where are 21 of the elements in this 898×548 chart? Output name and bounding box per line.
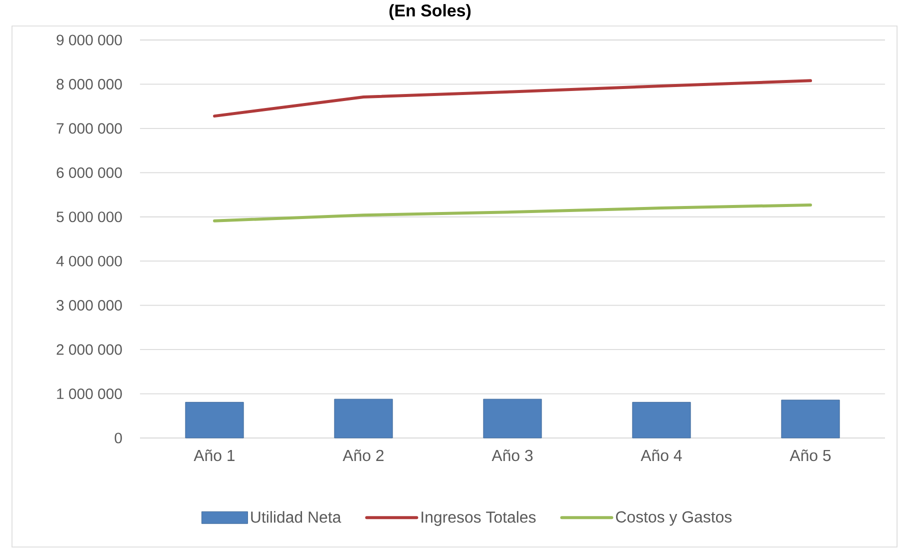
legend-label: Utilidad Neta (251, 511, 342, 523)
y-tick-label: 1 000 000 (57, 388, 122, 400)
y-tick-label: 2 000 000 (56, 344, 122, 355)
x-tick-label: Año 1 (194, 450, 235, 462)
x-tick-label: Año 4 (640, 450, 682, 462)
x-tick-label: Año 2 (342, 450, 384, 462)
y-tick-label: 7 000 000 (56, 123, 122, 134)
line-series (213, 203, 812, 222)
y-tick-label: 5 000 000 (56, 212, 122, 222)
y-tick-label: 8 000 000 (56, 78, 122, 90)
y-tick-label: 3 000 000 (56, 300, 122, 311)
y-tick-label: 6 000 000 (56, 167, 122, 178)
chart-title: (En Soles) (389, 4, 471, 20)
legend-label: Costos y Gastos (616, 511, 732, 526)
y-tick-label: 9 000 000 (56, 34, 122, 46)
legend-label: Ingresos Totales (422, 511, 536, 526)
x-tick-label: Año 3 (492, 450, 533, 462)
y-tick-label: 4 000 000 (56, 256, 122, 266)
line-series (213, 79, 812, 118)
x-tick-label: Año 5 (790, 450, 831, 462)
y-tick-label: 0 (114, 432, 122, 444)
